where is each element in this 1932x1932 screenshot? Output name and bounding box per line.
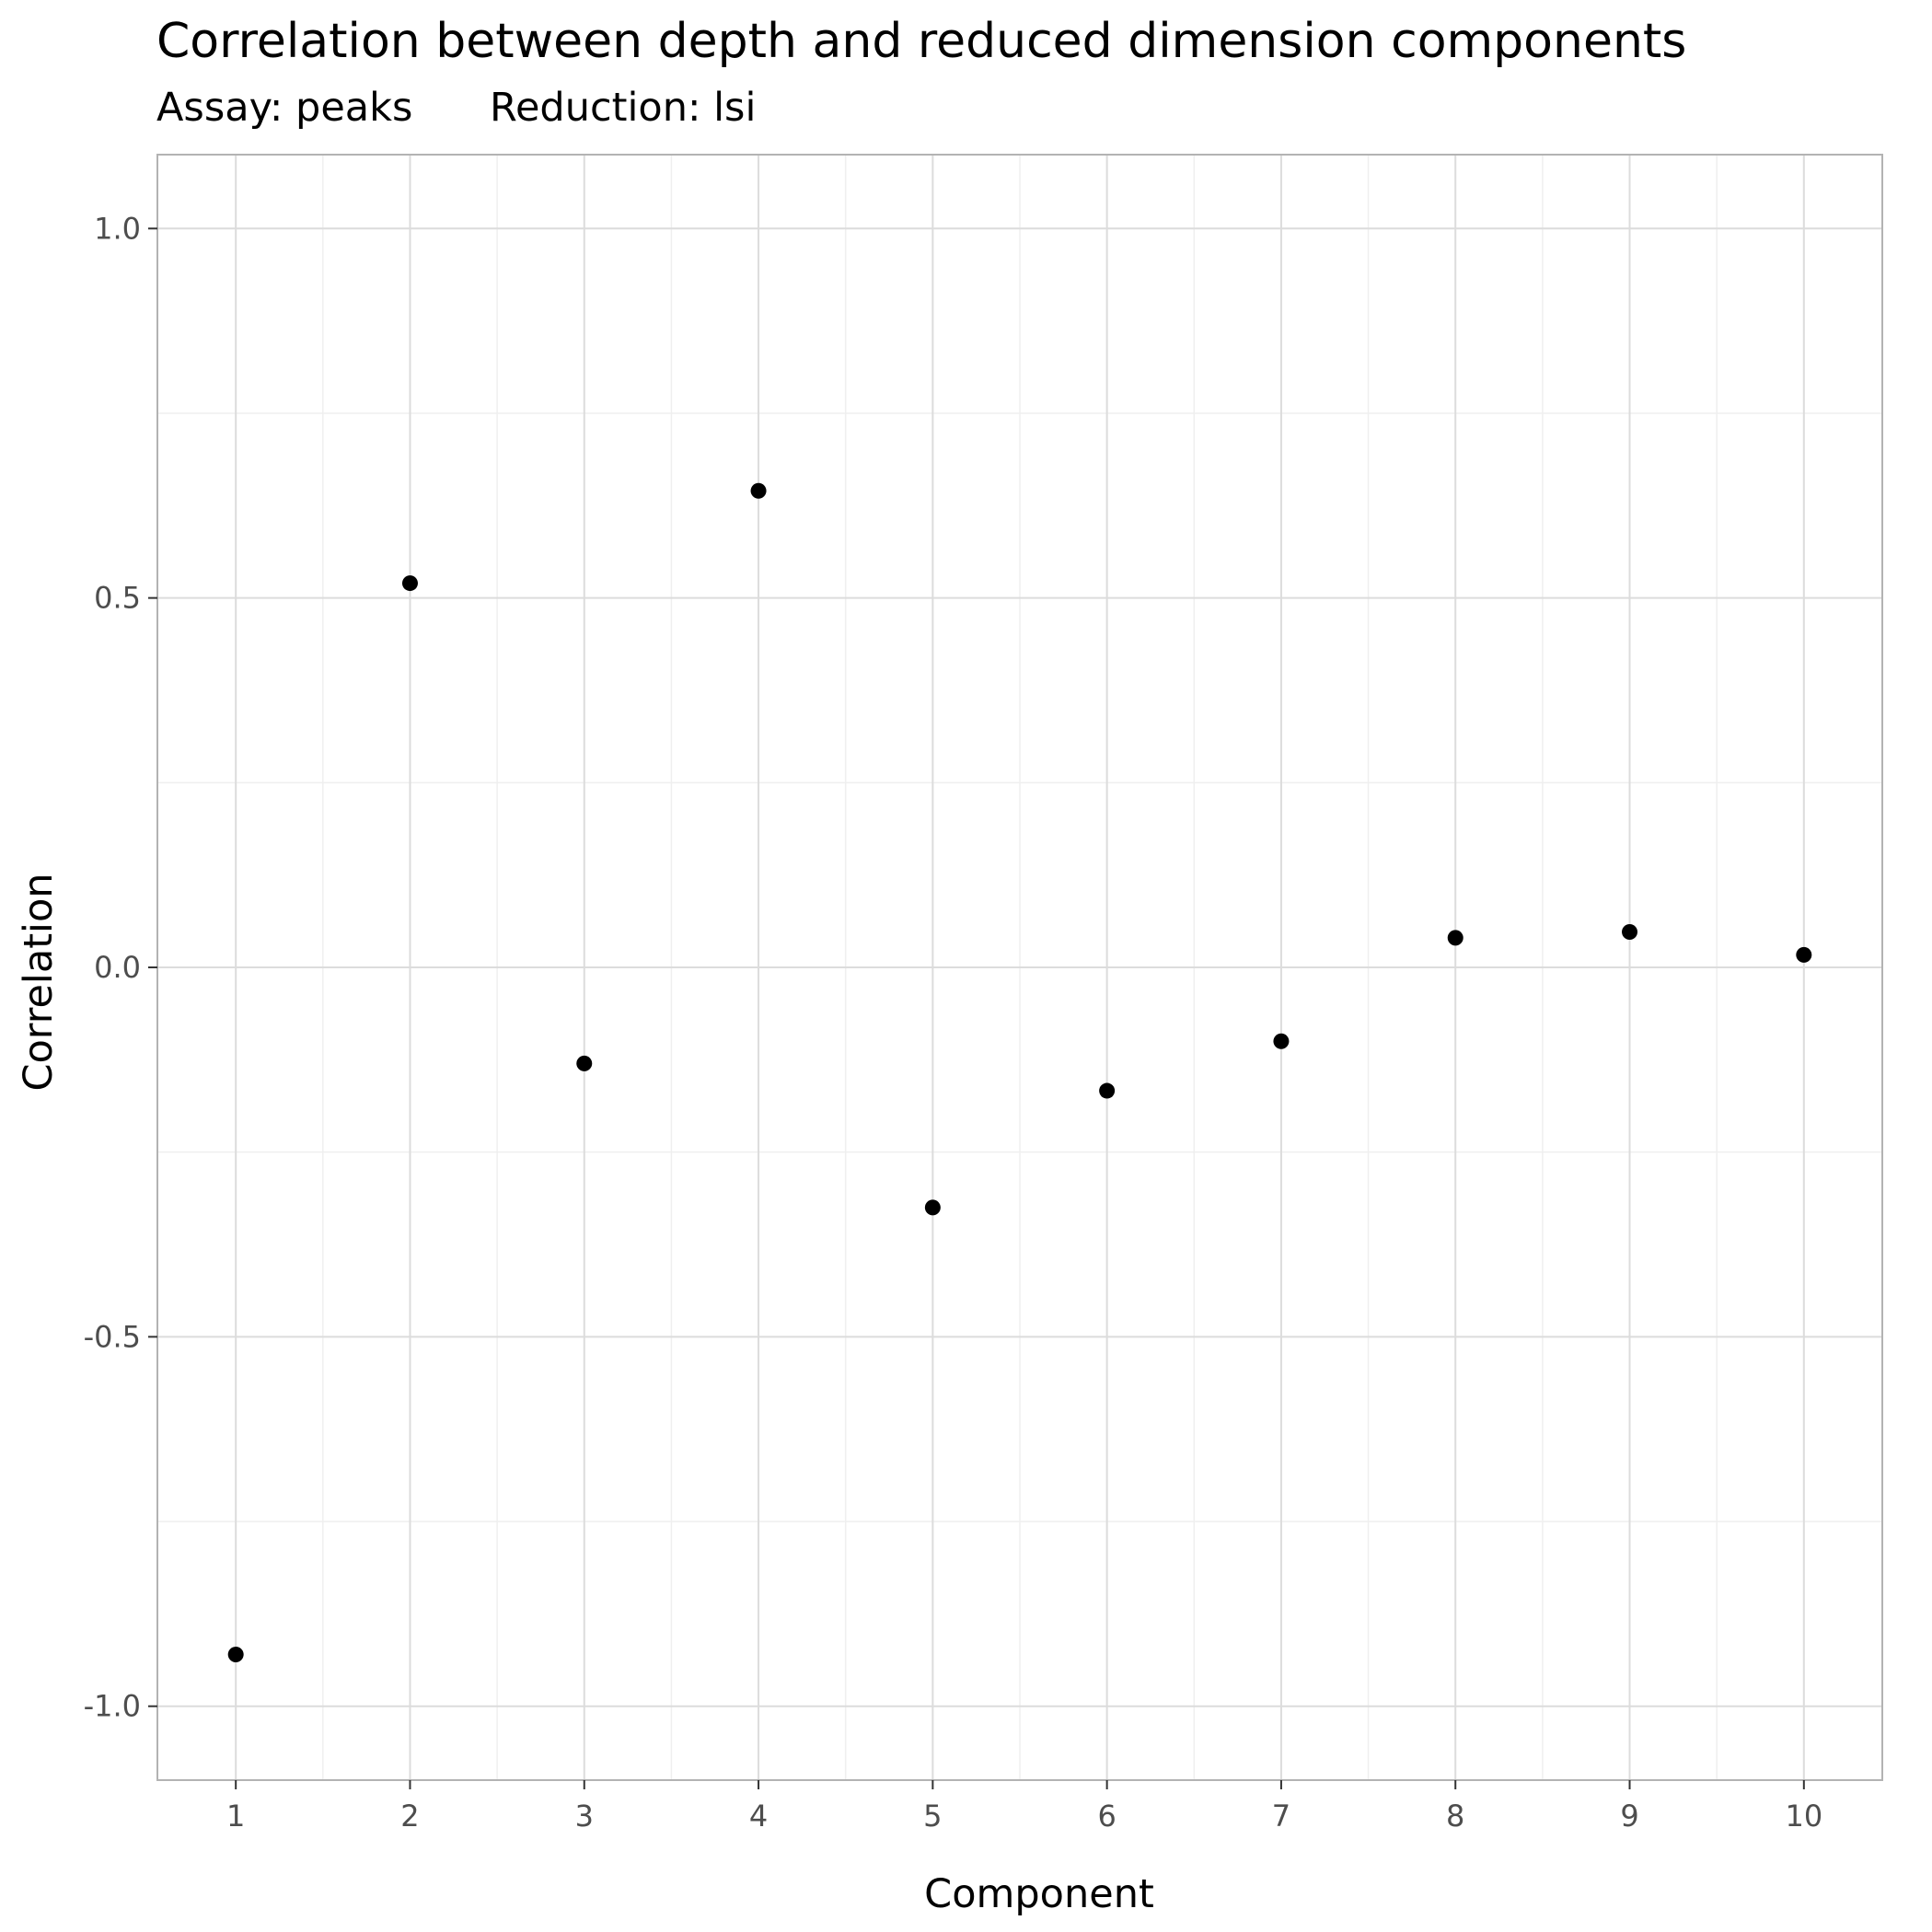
y-tick-label: 0.0 — [94, 950, 141, 985]
x-axis-title: Component — [924, 1871, 1154, 1917]
x-tick-label: 3 — [575, 1799, 594, 1834]
data-point — [1622, 923, 1638, 940]
x-tick-label: 1 — [226, 1799, 245, 1834]
chart-subtitle-reduction: Reduction: lsi — [490, 85, 756, 131]
x-tick-label: 6 — [1097, 1799, 1116, 1834]
chart-subtitle-assay: Assay: peaks — [156, 85, 412, 131]
data-point — [750, 482, 767, 499]
x-tick-label: 9 — [1620, 1799, 1638, 1834]
x-tick-label: 8 — [1446, 1799, 1464, 1834]
y-axis-title: Correlation — [16, 873, 62, 1091]
data-point — [1273, 1033, 1290, 1049]
data-point — [924, 1199, 941, 1216]
data-point — [576, 1055, 593, 1071]
x-tick-label: 4 — [749, 1799, 768, 1834]
y-tick-label: -1.0 — [84, 1689, 141, 1724]
x-tick-label: 5 — [923, 1799, 942, 1834]
x-tick-label: 2 — [400, 1799, 419, 1834]
y-tick-label: -0.5 — [84, 1319, 141, 1354]
data-point — [227, 1647, 244, 1663]
y-axis: -1.0 -0.5 0.0 0.5 1.0 — [84, 211, 157, 1724]
data-points — [227, 482, 1812, 1663]
data-point — [1447, 930, 1463, 946]
x-tick-label: 7 — [1272, 1799, 1290, 1834]
x-axis: 1 2 3 4 5 6 7 8 9 10 — [226, 1780, 1822, 1834]
data-point — [1796, 946, 1812, 963]
y-tick-label: 0.5 — [94, 581, 141, 616]
major-gridlines — [157, 155, 1882, 1780]
data-point — [401, 575, 418, 592]
data-point — [1099, 1082, 1116, 1099]
x-tick-label: 10 — [1785, 1799, 1822, 1834]
y-tick-label: 1.0 — [94, 211, 141, 246]
chart-title: Correlation between depth and reduced di… — [156, 14, 1686, 69]
